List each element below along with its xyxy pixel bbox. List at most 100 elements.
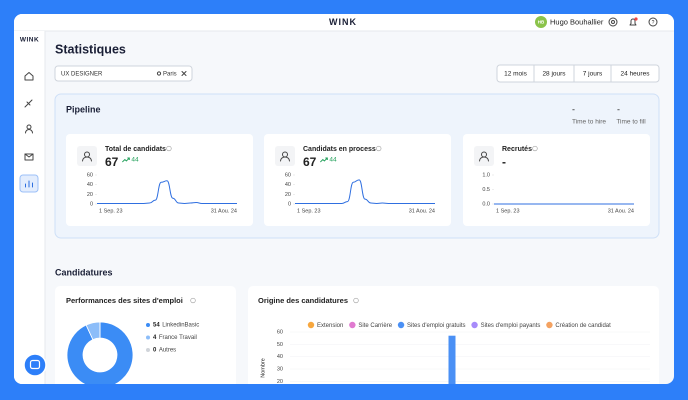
performance-help[interactable] xyxy=(190,297,196,304)
card-value: - xyxy=(502,155,506,169)
y-tick-label: 0.5 xyxy=(482,187,490,193)
x-tick-label: 1 Sep. 23 xyxy=(496,208,520,214)
y-tick-label: 20 xyxy=(285,192,291,198)
metric-value: - xyxy=(617,104,620,114)
metric-label: Time to fill xyxy=(616,119,646,126)
settings-icon[interactable] xyxy=(608,17,618,27)
card-title: Candidats en process xyxy=(303,146,376,153)
filter-button[interactable]: 12 mois xyxy=(504,71,528,78)
nav-jobs[interactable] xyxy=(24,99,33,108)
x-tick-label: 31 Aou. 24 xyxy=(409,208,435,214)
metric-value: - xyxy=(572,104,575,114)
y-tick-label: 20 xyxy=(87,192,93,198)
y-tick-label: 40 xyxy=(87,182,93,188)
stat-card: Recrutés - 0.0 0.5 1.0 1 Sep. 23 31 Aou. 24 xyxy=(463,134,650,226)
legend-dot xyxy=(471,321,478,329)
legend-dot xyxy=(307,321,315,329)
card-help[interactable] xyxy=(376,145,382,152)
pipeline-metrics: - Time to hire - Time to fill xyxy=(572,104,646,125)
content: WINK HB Hugo Bouhallier ? WINK Statistiq… xyxy=(14,14,674,385)
origin-title: Origine des candidatures xyxy=(258,296,348,305)
filter-button[interactable]: 24 heures xyxy=(621,71,651,78)
location-icon xyxy=(156,71,162,76)
legend-label: Site Carrière xyxy=(358,323,392,329)
line xyxy=(294,179,435,205)
search-location: Paris xyxy=(163,72,177,78)
trend-arrow xyxy=(320,157,328,163)
card-icon xyxy=(82,156,92,162)
card-title: Recrutés xyxy=(502,146,532,153)
page-title: Statistiques xyxy=(55,42,126,56)
donut-slice xyxy=(66,321,134,384)
sidebar-logo: WINK xyxy=(20,37,39,44)
card-delta: 44 xyxy=(131,157,139,164)
x-tick-label: 1 Sep. 23 xyxy=(297,208,321,214)
help-icon[interactable]: ? xyxy=(648,17,658,27)
performance-title: Performances des sites d'emploi xyxy=(66,296,183,305)
metric-label: Time to hire xyxy=(572,119,606,126)
card-value: 67 xyxy=(105,155,119,169)
y-tick-label: 0 xyxy=(288,201,291,207)
legend-dot xyxy=(349,321,356,329)
legend-label: Autres xyxy=(159,348,176,354)
filter-button[interactable]: 7 jours xyxy=(583,71,603,78)
avatar-initials: HB xyxy=(538,20,545,25)
card-icon-box xyxy=(275,146,295,166)
y-tick-label: 30 xyxy=(277,366,283,372)
y-tick-label: 40 xyxy=(285,182,291,188)
y-axis-label: Nombre xyxy=(260,358,266,378)
legend-value: 0 xyxy=(153,348,157,354)
card-bg xyxy=(66,134,253,226)
avatar[interactable] xyxy=(535,16,547,28)
notifications-icon[interactable] xyxy=(629,17,638,26)
y-tick-label: 60 xyxy=(285,172,291,178)
y-tick-label: 60 xyxy=(277,329,283,335)
trend-arrow xyxy=(122,157,130,163)
top-bar xyxy=(14,14,674,31)
legend-label: Sites d'emploi gratuits xyxy=(407,323,466,329)
legend-label: Extension xyxy=(317,323,343,329)
donut-chart: 54 LinkedinBasic 4 France Travail 0 Autres xyxy=(66,321,199,384)
card-help[interactable] xyxy=(166,145,172,152)
card-icon xyxy=(479,156,489,162)
y-tick-label: 0.0 xyxy=(482,201,490,207)
card-icon-box xyxy=(77,146,97,166)
legend-label: France Travail xyxy=(159,335,197,341)
legend-dot xyxy=(546,321,553,329)
y-tick-label: 60 xyxy=(87,172,93,178)
card-delta: 44 xyxy=(329,157,337,164)
origin-help[interactable] xyxy=(353,297,359,304)
legend-dot xyxy=(146,348,150,352)
nav-candidates[interactable] xyxy=(25,124,33,134)
x-tick-label: 31 Aou. 24 xyxy=(608,208,634,214)
user-name[interactable]: Hugo Bouhallier xyxy=(550,17,604,26)
y-tick-label: 20 xyxy=(277,379,283,385)
stat-card: Total de candidats 67 44 0 20 40 60 1 Sep. 23 31… xyxy=(66,134,253,226)
card-help[interactable] xyxy=(532,145,538,152)
origin-chart: 20 30 40 50 60 Extension Site Carrière Sites d'… xyxy=(277,321,650,385)
nav-home[interactable] xyxy=(24,72,34,81)
legend-dot xyxy=(146,335,150,340)
search-box[interactable] xyxy=(54,65,193,82)
time-filters: 12 mois 28 jours 7 jours 24 heures xyxy=(496,64,660,83)
filter-button[interactable]: 28 jours xyxy=(542,71,566,78)
legend-value: 4 xyxy=(153,335,157,341)
pipeline-title: Pipeline xyxy=(66,104,101,114)
search-query: UX DESIGNER xyxy=(61,72,103,78)
clear-search[interactable] xyxy=(181,71,187,76)
stat-card: Candidats en process 67 44 0 20 40 60 1 Sep. 23… xyxy=(264,134,451,226)
card-title: Total de candidats xyxy=(105,146,166,153)
legend-dot xyxy=(146,323,150,327)
candidatures-title: Candidatures xyxy=(55,267,113,277)
card-value: 67 xyxy=(303,155,317,169)
line xyxy=(96,180,237,205)
y-tick-label: 50 xyxy=(277,342,283,348)
chat-button[interactable] xyxy=(23,353,47,377)
nav-messages[interactable] xyxy=(24,153,34,161)
legend-label: LinkedinBasic xyxy=(162,323,199,329)
pipeline-cards: Total de candidats 67 44 0 20 40 60 1 Sep. 23 31… xyxy=(66,134,650,226)
y-tick-label: 0 xyxy=(90,201,93,207)
top-logo: WINK xyxy=(329,17,357,27)
